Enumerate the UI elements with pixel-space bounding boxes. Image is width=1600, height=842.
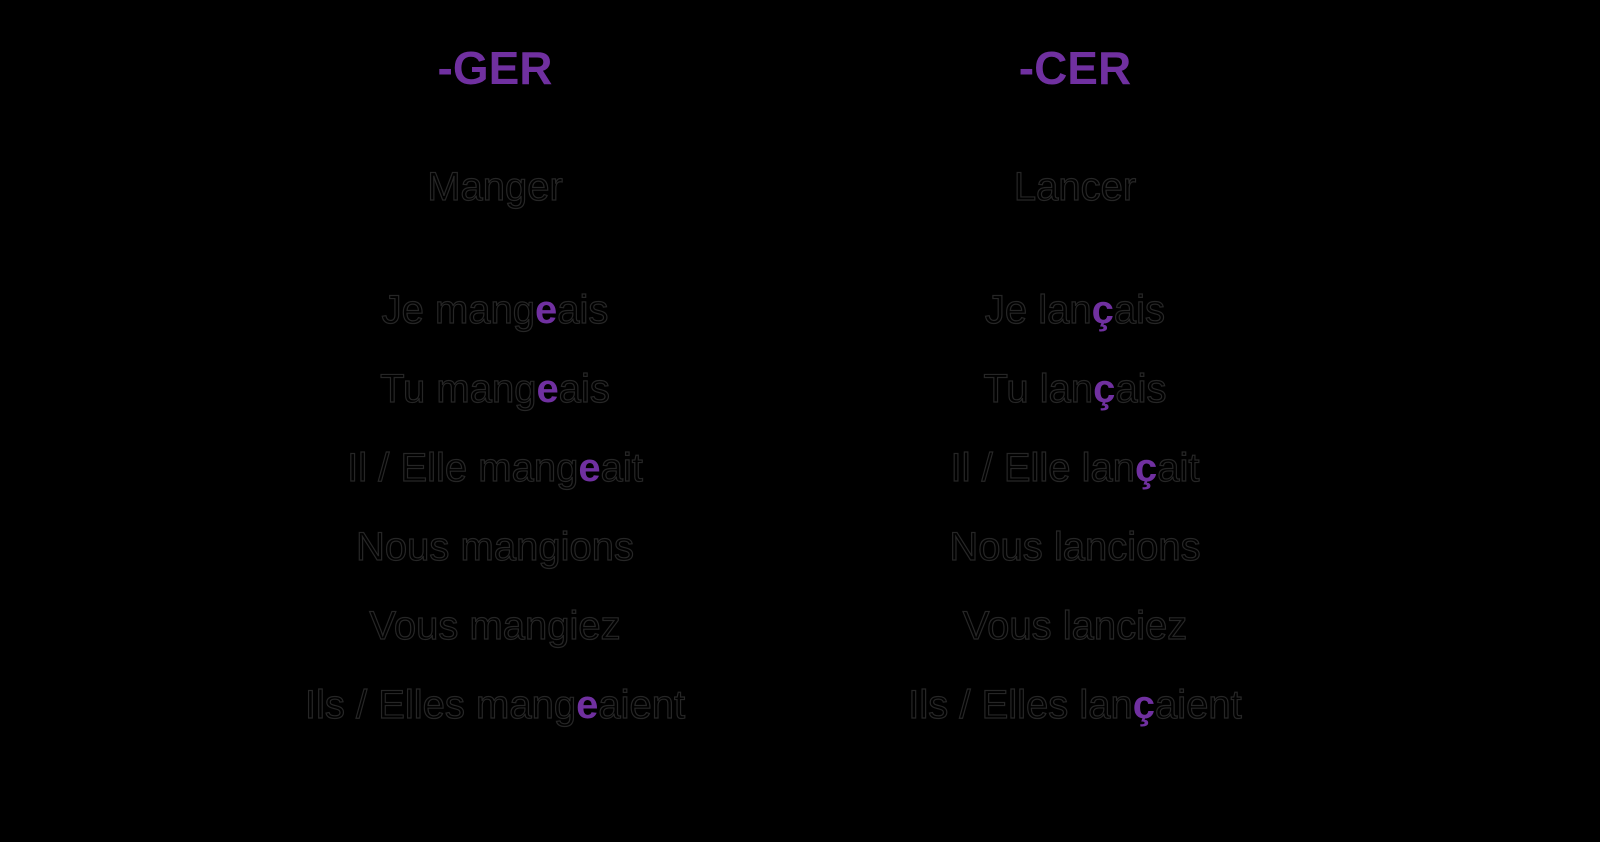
conjugation-pre: Je lan (984, 287, 1092, 332)
conjugation-post: ais (1113, 287, 1166, 332)
highlight-letter: ç (1135, 446, 1158, 490)
cer-row-je: Je lançais (795, 282, 1355, 338)
conjugation-post: ais (1115, 366, 1167, 411)
ger-row-nous: Nous mangions (215, 519, 775, 575)
cer-row-vous: Vous lanciez (795, 598, 1355, 654)
cer-row-il-elle: Il / Elle lançait (795, 440, 1355, 496)
conjugation-pre: Tu mang (380, 366, 538, 411)
cer-infinitive: Lancer (1013, 164, 1137, 209)
ger-row-je: Je mangeais (215, 282, 775, 338)
cer-column: -CER Lancer Je lançais Tu lançais Il / E… (795, 0, 1355, 842)
ger-row-ils-elles: Ils / Elles mangeaient (215, 677, 775, 733)
conjugation-post: aient (1154, 682, 1242, 727)
conjugation-pre: Nous mangions (355, 524, 634, 569)
conjugation-pre: Tu lan (983, 366, 1094, 411)
ger-row-tu: Tu mangeais (215, 361, 775, 417)
conjugation-pre: Il / Elle mang (347, 445, 579, 490)
conjugation-pre: Je mang (381, 287, 536, 332)
ger-row-vous: Vous mangiez (215, 598, 775, 654)
highlight-letter: ç (1132, 683, 1156, 727)
highlight-letter: ç (1091, 288, 1114, 332)
cer-row-tu: Tu lançais (795, 361, 1355, 417)
ger-column-header: -GER (437, 42, 553, 94)
ger-column: -GER Manger Je mangeais Tu mangeais Il /… (215, 0, 775, 842)
conjugation-pre: Il / Elle lan (950, 445, 1136, 490)
conjugation-pre: Vous lanciez (962, 603, 1188, 648)
cer-row-ils-elles: Ils / Elles lançaient (795, 677, 1355, 733)
conjugation-pre: Ils / Elles mang (304, 682, 577, 727)
conjugation-post: ait (1157, 445, 1200, 490)
conjugation-post: ais (557, 287, 609, 332)
conjugation-post: aient (598, 682, 686, 727)
conjugation-pre: Vous mangiez (369, 603, 621, 648)
conjugation-pre: Nous lancions (949, 524, 1201, 569)
highlight-letter: e (578, 446, 601, 490)
cer-row-nous: Nous lancions (795, 519, 1355, 575)
highlight-letter: e (535, 288, 558, 332)
highlight-letter: ç (1093, 367, 1116, 411)
conjugation-pre: Ils / Elles lan (908, 682, 1134, 727)
highlight-letter: e (536, 367, 559, 411)
ger-row-il-elle: Il / Elle mangeait (215, 440, 775, 496)
cer-column-header: -CER (1018, 42, 1132, 94)
highlight-letter: e (576, 683, 599, 727)
ger-infinitive: Manger (427, 164, 564, 209)
conjugation-post: ais (558, 366, 610, 411)
conjugation-post: ait (600, 445, 643, 490)
